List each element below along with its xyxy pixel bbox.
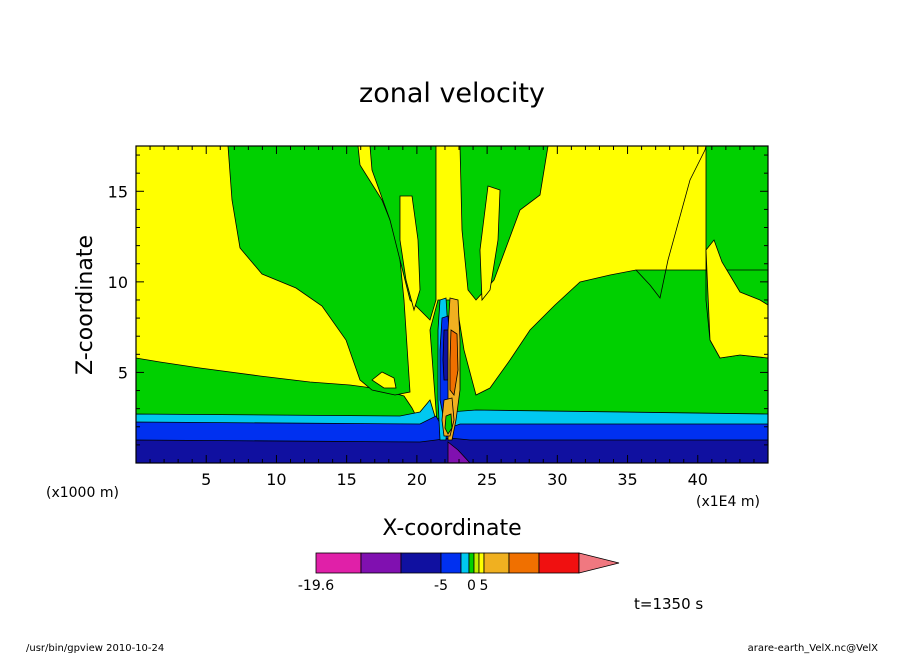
x-axis-ticks: 5 10 15 20 25 30 35 40 [149, 146, 755, 489]
colorbar-swatch [483, 552, 510, 574]
y-axis-ticks: 5 10 15 [108, 154, 768, 446]
contour-region-positive-weak [479, 185, 501, 302]
colorbar-extend-arrow [578, 552, 620, 574]
y-tick-label: 10 [108, 273, 128, 292]
plot-area: 5 10 15 20 25 30 35 40 5 10 15 [108, 145, 769, 489]
x-tick-label: 40 [688, 470, 708, 489]
x-tick-label: 25 [477, 470, 497, 489]
footer-left: /usr/bin/gpview 2010-10-24 [26, 643, 164, 654]
colorbar-tick-label: -5 [434, 578, 448, 594]
contour-region-near-zero [227, 146, 411, 396]
contour-region-near-zero [429, 146, 768, 463]
x-tick-label: 35 [617, 470, 637, 489]
y-axis-label: Z-coordinate [73, 235, 98, 375]
x-tick-label: 10 [266, 470, 286, 489]
colorbar-swatch [315, 552, 362, 574]
colorbar-swatch [478, 552, 485, 574]
plot-frame [135, 145, 769, 464]
colorbar-swatch [360, 552, 402, 574]
chart-title: zonal velocity [359, 78, 545, 109]
x-tick-label: 5 [201, 470, 211, 489]
colorbar-swatch [468, 552, 475, 574]
colorbar-tick-label: 0 [467, 578, 476, 594]
time-label: t=1350 s [634, 595, 703, 613]
colorbar-swatch [440, 552, 462, 574]
x-tick-label: 20 [407, 470, 427, 489]
contour-jet-positive-core [449, 329, 459, 396]
x-unit-note: (x1E4 m) [696, 494, 760, 510]
contour-region-positive-weak [371, 371, 397, 389]
contour-jet-surface-cell [444, 413, 453, 435]
y-unit-note: (x1000 m) [46, 485, 119, 501]
colorbar-swatch [460, 552, 470, 574]
colorbar-swatch [400, 552, 442, 574]
contour-field [136, 146, 768, 463]
contour-jet-surface-cell [447, 441, 471, 463]
x-axis-label: X-coordinate [382, 516, 521, 541]
y-tick-label: 15 [108, 182, 128, 201]
colorbar-tick-label: -19.6 [298, 578, 334, 594]
colorbar: -19.6 -5 0 5 [298, 552, 620, 594]
contour-region-positive-weak [399, 195, 421, 312]
contour-region-positive-weak [705, 239, 768, 359]
y-tick-label: 5 [118, 363, 128, 382]
colorbar-swatch [508, 552, 540, 574]
colorbar-tick-label: 5 [480, 578, 489, 594]
x-tick-label: 15 [336, 470, 356, 489]
colorbar-swatch [538, 552, 580, 574]
colorbar-swatch [473, 552, 480, 574]
footer-right: arare-earth_VelX.nc@VelX [748, 643, 879, 654]
x-tick-label: 30 [547, 470, 567, 489]
